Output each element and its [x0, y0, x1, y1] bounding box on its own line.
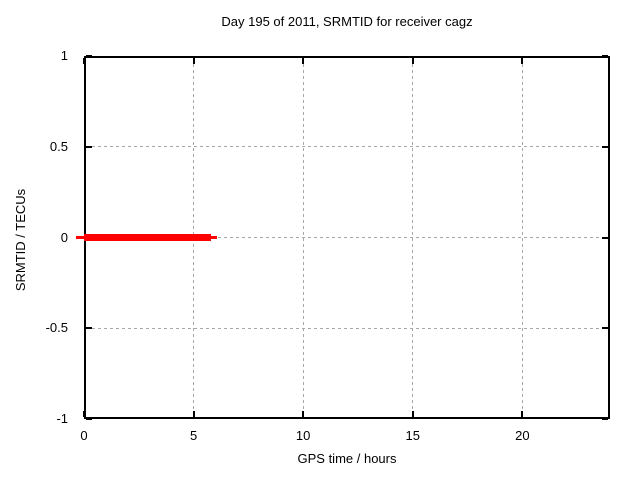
data-line	[84, 234, 212, 241]
x-tick-label: 0	[80, 428, 88, 443]
y-tick-mark-right	[602, 236, 608, 239]
horizontal-gridline	[86, 146, 608, 148]
x-axis-title: GPS time / hours	[297, 451, 397, 466]
y-tick-label: -1	[56, 411, 68, 426]
x-tick-label: 10	[295, 428, 311, 443]
x-tick-mark-top	[192, 58, 195, 64]
y-tick-label: 0.5	[49, 138, 68, 154]
x-tick-mark-bottom	[192, 411, 195, 417]
x-tick-mark-top	[521, 58, 524, 64]
y-tick-label: 0	[60, 229, 68, 245]
horizontal-gridline	[86, 237, 608, 238]
y-tick-mark-left	[86, 145, 92, 148]
y-tick-mark-left	[86, 327, 92, 330]
x-tick-label: 20	[515, 428, 530, 443]
y-tick-mark-right	[602, 327, 608, 330]
horizontal-gridline	[86, 327, 608, 329]
y-tick-mark-left	[86, 418, 92, 420]
x-tick-mark-bottom	[411, 411, 414, 417]
y-tick-label: -0.5	[45, 320, 68, 336]
y-tick-mark-right	[602, 145, 608, 148]
x-tick-label: 5	[189, 428, 198, 443]
x-tick-mark-top	[411, 58, 414, 64]
x-tick-mark-bottom	[302, 411, 305, 417]
y-tick-mark-right	[602, 418, 608, 420]
x-tick-mark-top	[302, 58, 305, 64]
x-tick-label: 15	[405, 428, 420, 443]
y-tick-label: 1	[60, 48, 68, 63]
x-tick-mark-bottom	[521, 411, 524, 417]
chart-title: Day 195 of 2011, SRMTID for receiver cag…	[221, 14, 473, 29]
